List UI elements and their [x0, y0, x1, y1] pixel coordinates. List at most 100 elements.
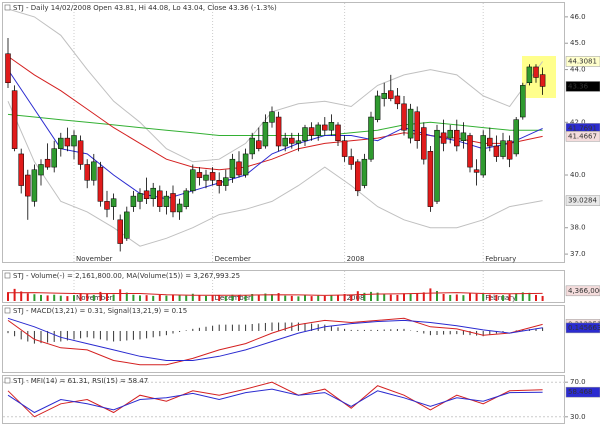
candle-body: [500, 140, 506, 157]
volume-bar: [442, 294, 445, 301]
volume-bar: [257, 295, 260, 301]
indicator-line: [7, 388, 543, 414]
volume-bar: [66, 296, 69, 301]
oscillator-panel: [2, 375, 565, 424]
candle-body: [18, 153, 24, 186]
volume-bar: [244, 294, 247, 301]
value-tag-label: 4,366,000: [568, 287, 600, 295]
candle-body: [539, 74, 546, 87]
indicator-line: [7, 317, 543, 361]
volume-bar: [403, 293, 405, 301]
candle-body: [256, 140, 262, 149]
value-tag-label: 0.145663: [568, 324, 600, 332]
volume-bar: [231, 294, 234, 301]
indicator-line: [7, 101, 543, 247]
volume-bar: [185, 295, 188, 301]
volume-bar: [59, 295, 62, 301]
candle-body: [335, 124, 341, 141]
candle-body: [440, 132, 447, 144]
candle-body: [427, 151, 434, 207]
indicator-line: [7, 292, 543, 296]
candle-body: [104, 201, 110, 210]
volume-bar: [152, 295, 155, 301]
volume-bar: [449, 294, 452, 301]
volume-bar: [284, 295, 287, 301]
indicator-line: [7, 113, 543, 136]
volume-bar: [515, 293, 518, 301]
volume-bar: [495, 294, 498, 301]
volume-bar: [290, 295, 293, 301]
candle-body: [269, 111, 275, 123]
panel-title: STJ - MACD(13,21) = 0.31, Signal(13,21,9…: [13, 307, 187, 315]
volume-bar: [119, 289, 122, 301]
candle-body: [401, 103, 407, 131]
candle-body: [447, 129, 453, 139]
volume-bar: [462, 295, 465, 301]
volume-bar: [26, 293, 29, 301]
candle-body: [533, 66, 539, 78]
volume-bar: [178, 295, 181, 301]
candle-body: [11, 90, 18, 149]
volume-bar: [40, 294, 42, 301]
volume-bar: [92, 294, 95, 301]
x-tick-label: February: [485, 255, 516, 263]
candle-body: [407, 108, 414, 139]
value-tag-label: 41.4667: [568, 132, 597, 140]
title-icon: [4, 4, 11, 11]
candle-body: [381, 93, 387, 99]
candle-body: [143, 190, 150, 199]
y-tick-label: 70.0: [570, 378, 586, 386]
y-tick-label: 38.0: [570, 224, 586, 232]
candle-body: [526, 66, 533, 84]
value-tag-label: 43.36: [568, 82, 589, 90]
candle-body: [77, 140, 84, 165]
volume-bar: [106, 293, 108, 301]
candle-body: [308, 127, 315, 136]
volume-bar: [409, 294, 412, 301]
volume-bar: [7, 292, 9, 301]
candle-body: [190, 169, 196, 192]
candle-body: [368, 116, 374, 160]
candle-body: [282, 137, 288, 147]
volume-bar: [145, 295, 148, 301]
candle-body: [434, 129, 440, 202]
volume-bar: [323, 295, 326, 301]
volume-bar: [79, 293, 82, 301]
volume-bar: [139, 295, 141, 301]
title-icon: [4, 272, 11, 279]
value-tag: [565, 322, 600, 334]
candle-body: [71, 135, 77, 147]
volume-bar: [363, 292, 366, 301]
candle-body: [176, 203, 183, 213]
y-tick-label: 44.0: [570, 66, 586, 74]
candle-body: [421, 127, 427, 160]
volume-bar: [396, 294, 399, 301]
candle-body: [91, 161, 97, 181]
volume-bar: [416, 293, 419, 301]
candle-body: [170, 193, 176, 213]
candle-body: [183, 190, 189, 207]
value-tag-label: 41.7691: [568, 124, 597, 132]
volume-bar: [337, 294, 339, 301]
volume-bar: [264, 293, 267, 301]
volume-bar: [508, 294, 511, 301]
value-tag-label: 44.3081: [568, 57, 597, 65]
candle-body: [295, 140, 302, 144]
candle-body: [5, 53, 11, 84]
value-tag-label: 39.0284: [568, 197, 597, 205]
price-panel: [2, 2, 565, 263]
volume-bar: [99, 291, 102, 301]
volume-bar: [376, 292, 379, 301]
volume-bar: [46, 295, 49, 301]
volume-bar: [436, 290, 438, 301]
volume-bar: [475, 293, 478, 301]
x-tick-label: 2008: [347, 294, 365, 302]
candle-body: [361, 158, 368, 186]
candle-body: [124, 211, 130, 239]
x-tick-label: December: [215, 255, 251, 263]
candle-body: [51, 148, 57, 168]
volume-bar: [205, 295, 207, 301]
volume-bar: [172, 294, 174, 301]
value-tag: [565, 195, 600, 206]
candle-body: [506, 140, 513, 160]
